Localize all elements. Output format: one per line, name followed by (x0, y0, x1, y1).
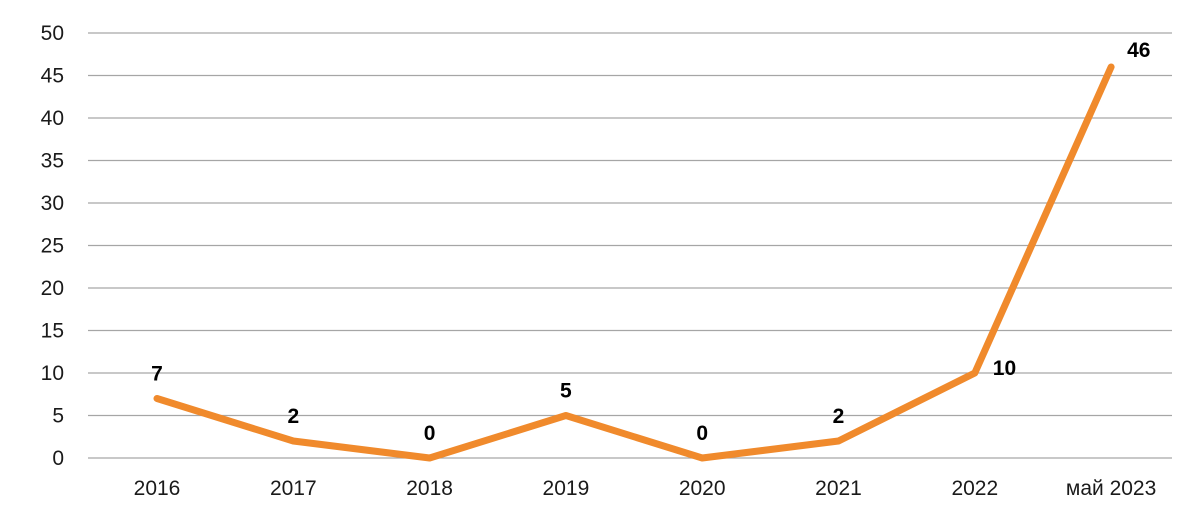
y-tick-label: 50 (41, 22, 64, 45)
data-label: 2 (833, 405, 845, 428)
y-tick-label: 25 (41, 235, 64, 258)
data-label: 0 (424, 422, 436, 445)
x-axis: 2016 2017 2018 2019 2020 2021 2022 май 2023 (134, 477, 1157, 500)
y-tick-label: 40 (41, 107, 64, 130)
x-tick-label: 2019 (543, 477, 590, 500)
x-tick-label: 2017 (270, 477, 317, 500)
x-tick-label: 2021 (815, 477, 862, 500)
x-tick-label: 2020 (679, 477, 726, 500)
gridlines (88, 32, 1172, 459)
data-label: 7 (151, 363, 163, 386)
data-labels: 7 2 0 5 0 2 10 46 (151, 39, 1150, 445)
data-label: 5 (560, 380, 572, 403)
y-tick-label: 35 (41, 150, 64, 173)
y-axis: 0 5 10 15 20 25 30 35 40 45 50 (41, 22, 64, 470)
x-tick-label: 2022 (951, 477, 998, 500)
y-tick-label: 10 (41, 362, 64, 385)
y-tick-label: 5 (52, 405, 64, 428)
x-tick-label: май 2023 (1066, 477, 1156, 500)
series-line (153, 63, 1115, 462)
data-label: 2 (287, 405, 299, 428)
y-tick-label: 0 (52, 447, 64, 470)
series-group (153, 63, 1115, 462)
data-label: 0 (696, 422, 708, 445)
y-tick-label: 30 (41, 192, 64, 215)
y-tick-label: 20 (41, 277, 64, 300)
y-tick-label: 15 (41, 320, 64, 343)
x-tick-label: 2018 (406, 477, 453, 500)
y-tick-label: 45 (41, 65, 64, 88)
data-label: 10 (993, 357, 1016, 380)
data-label: 46 (1127, 39, 1150, 62)
x-tick-label: 2016 (134, 477, 181, 500)
